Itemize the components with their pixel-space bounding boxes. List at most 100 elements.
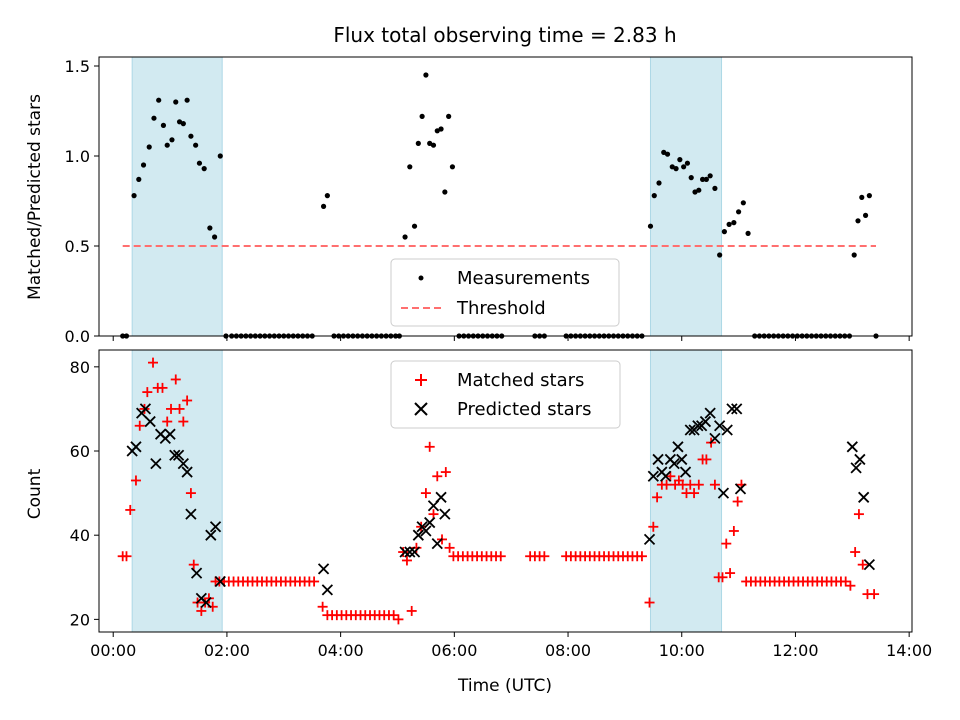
measurement-point <box>160 122 167 128</box>
top-legend: Measurements Threshold <box>390 258 620 327</box>
x-diag-b <box>652 453 664 466</box>
predicted-star-point <box>321 584 333 596</box>
predicted-star-point <box>439 508 451 520</box>
top-axes-frame <box>98 56 913 337</box>
matched-star-point <box>432 471 443 482</box>
measurement-point <box>859 194 865 200</box>
matched-star-point <box>134 420 145 431</box>
x-diag-b <box>717 487 730 499</box>
predicted-star-point <box>420 525 432 537</box>
matched-star-point <box>693 479 704 490</box>
predicted-star-point <box>659 470 672 482</box>
matched-star-point <box>162 416 173 427</box>
measurement-point <box>855 218 861 224</box>
x-diag-b <box>726 403 738 415</box>
matched-star-point <box>203 593 214 604</box>
predicted-star-point <box>704 407 716 419</box>
measurement-point <box>207 225 213 231</box>
measurement-point <box>740 200 746 206</box>
measurement-point <box>726 221 732 227</box>
measurement-point <box>419 113 425 119</box>
x-diag-b <box>858 491 870 503</box>
matched-star-point <box>717 572 728 583</box>
measurement-point <box>712 185 718 191</box>
top-x-ticks <box>112 336 910 341</box>
matched-star-point <box>709 479 720 490</box>
matched-star-point <box>701 454 712 465</box>
matched-star-point <box>174 403 185 414</box>
measurement-point <box>449 164 456 170</box>
predicted-star-point <box>399 546 411 558</box>
measurement-point <box>146 144 152 150</box>
measurement-point <box>681 164 687 170</box>
count-panel: 20 40 60 80 00:00 02:00 04:00 06:00 08:00 10:00 1… <box>25 349 932 696</box>
matched-star-point <box>166 403 177 414</box>
measurement-point <box>415 140 421 146</box>
x-diag-b <box>714 420 726 432</box>
x-diag-b <box>169 449 181 461</box>
x-diag-b <box>676 453 688 466</box>
matched-star-point <box>732 496 743 507</box>
matched-star-point <box>420 488 431 499</box>
predicted-star-point <box>424 516 436 529</box>
measurement-point <box>688 175 694 181</box>
measurement-point <box>717 252 723 258</box>
predicted-star-point <box>214 575 226 588</box>
matched-star-point <box>393 614 404 625</box>
x-diag-b <box>846 441 858 453</box>
matched-star-point <box>157 382 168 393</box>
predicted-star-point <box>130 441 142 453</box>
measurement-point <box>212 234 218 240</box>
x-diag-b <box>317 563 330 575</box>
x-diag-b <box>205 529 217 541</box>
matched-star-point <box>721 538 732 549</box>
matched-star-point <box>725 568 736 579</box>
x-diag-b <box>139 403 152 415</box>
x-diag-b <box>185 508 197 520</box>
measurement-point <box>184 97 190 103</box>
measurement-point <box>407 164 413 170</box>
measurement-point <box>866 193 872 199</box>
measurement-point <box>193 142 199 148</box>
bottom-y-axis-label: Count <box>25 468 45 519</box>
matched-star-point <box>121 551 132 562</box>
measurement-point <box>151 115 157 121</box>
measurement-point <box>656 180 662 186</box>
x-diag-b <box>404 546 416 558</box>
legend-measurements-label: Measurements <box>457 268 590 289</box>
x-diag-b <box>130 441 142 453</box>
measurement-point <box>696 187 702 193</box>
x-diag-b <box>647 470 659 482</box>
chart-title: Flux total observing time = 2.83 h <box>333 23 676 47</box>
x-diag-b <box>692 420 704 432</box>
predicted-star-point <box>404 546 416 558</box>
x-tick-label: 00:00 <box>90 641 136 660</box>
y-tick-label: 20 <box>70 610 90 629</box>
legend-matched-label: Matched stars <box>457 370 584 391</box>
matched-star-point <box>182 395 193 406</box>
bottom-legend-box <box>390 360 621 429</box>
matched-star-points <box>117 357 880 625</box>
matched-star-point <box>401 555 412 566</box>
x-diag-b <box>181 466 193 478</box>
measurement-point <box>703 176 709 182</box>
matched-star-point <box>317 601 328 612</box>
y-tick-label: 0.0 <box>65 327 90 346</box>
predicted-star-point <box>846 441 858 453</box>
x-diag-b <box>684 424 696 436</box>
predicted-star-point <box>709 432 721 445</box>
predicted-star-point <box>177 458 189 470</box>
x-diag-b <box>699 415 712 428</box>
predicted-star-point <box>679 466 692 478</box>
matched-star-point <box>539 551 550 562</box>
y-tick-label: 60 <box>70 442 90 461</box>
x-diag-b <box>672 441 684 453</box>
predicted-star-point <box>200 596 212 609</box>
matched-star-point <box>728 525 739 536</box>
predicted-star-point <box>863 559 875 571</box>
predicted-star-point <box>731 403 743 415</box>
matched-star-point <box>424 441 435 452</box>
x-tick-label: 14:00 <box>886 641 932 660</box>
x-tick-label: 12:00 <box>772 641 818 660</box>
ratio-panel: 0.0 0.5 1.0 1.5 Flux total observing time =… <box>25 23 913 346</box>
